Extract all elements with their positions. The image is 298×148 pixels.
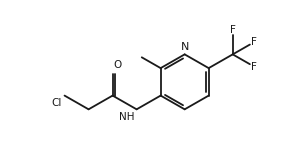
Text: F: F — [251, 62, 257, 72]
Text: F: F — [251, 37, 257, 47]
Text: NH: NH — [119, 112, 135, 122]
Text: F: F — [230, 25, 236, 35]
Text: N: N — [181, 42, 189, 52]
Text: Cl: Cl — [51, 98, 62, 108]
Text: O: O — [114, 60, 122, 70]
